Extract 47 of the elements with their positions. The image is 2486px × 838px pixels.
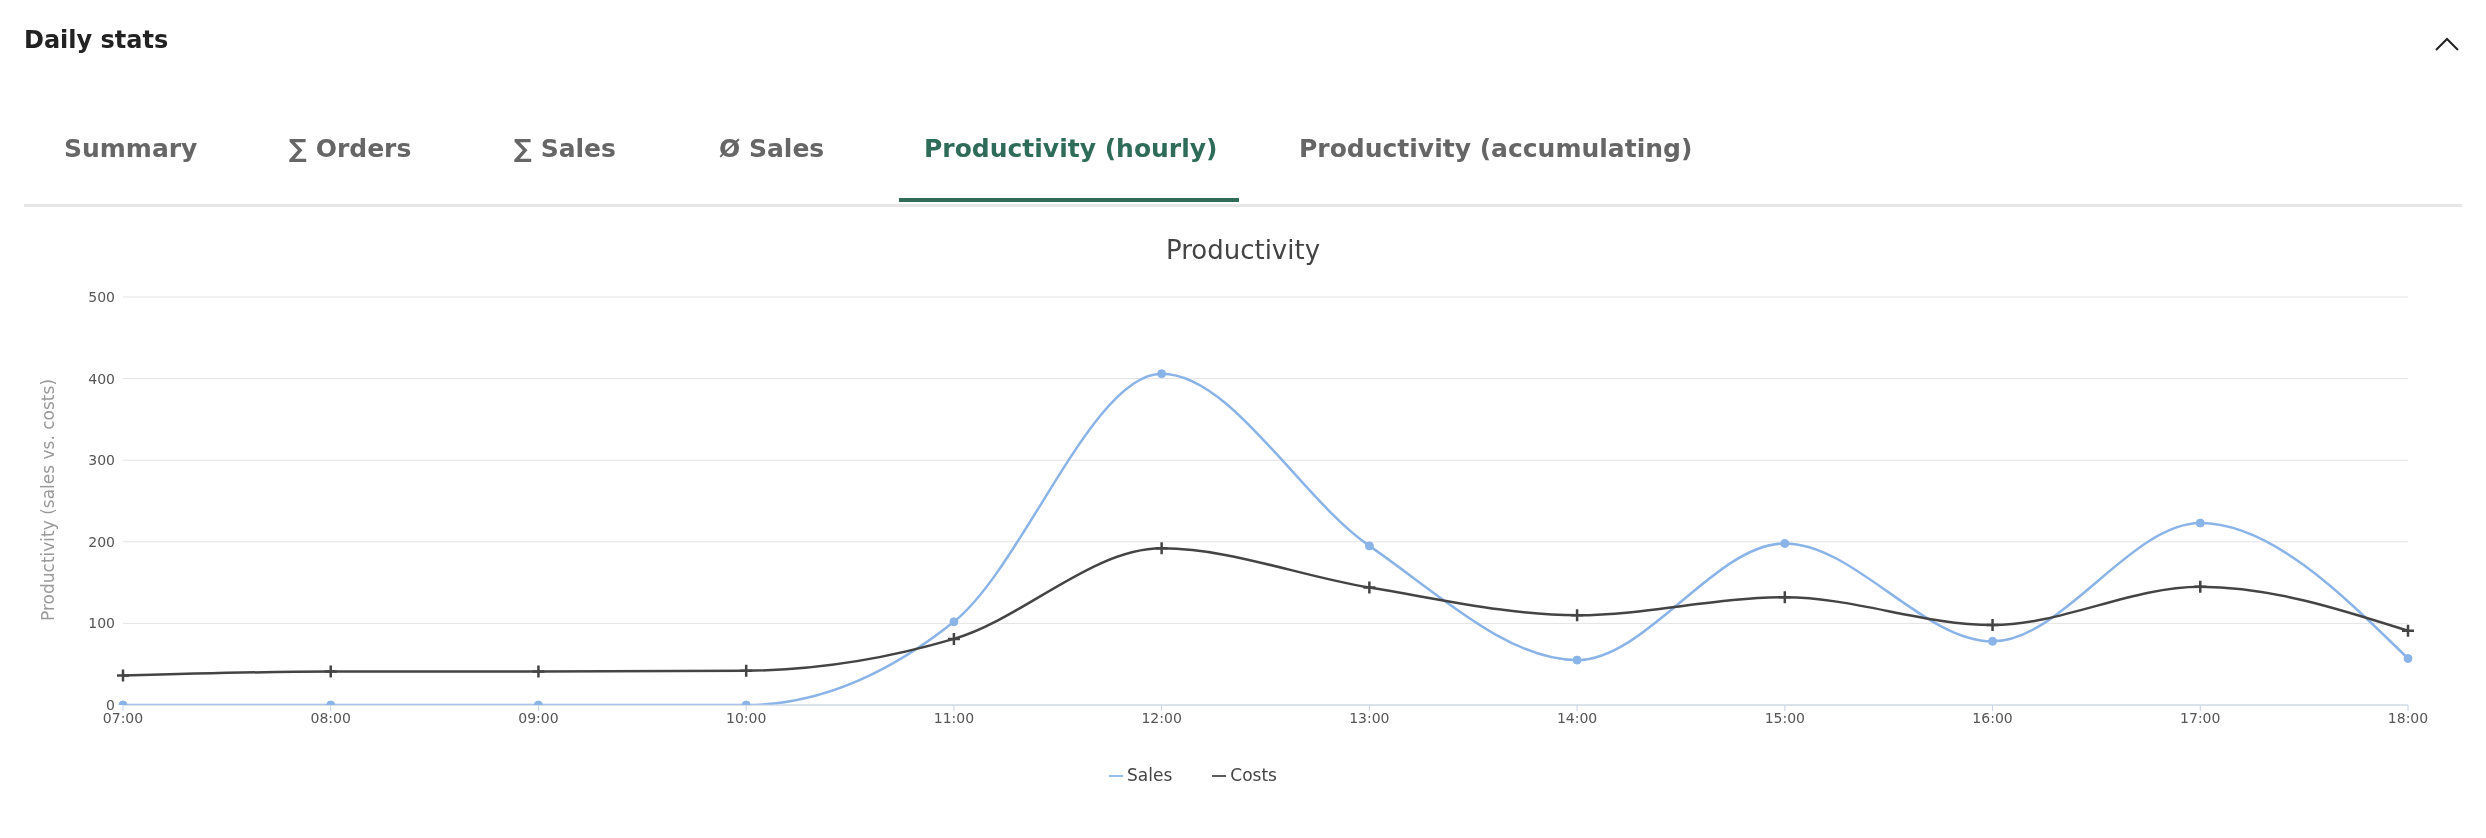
point	[1985, 617, 2000, 633]
x-tick-label: 14:00	[1556, 709, 1598, 726]
legend-label: Sales	[1127, 765, 1173, 785]
point	[323, 664, 338, 679]
point	[1777, 590, 1793, 605]
x-tick-label: 17:00	[2180, 709, 2221, 726]
x-tick-label: 08:00	[310, 709, 351, 726]
x-tick-label: 13:00	[1349, 709, 1390, 726]
point	[1364, 541, 1374, 551]
text: Daily stats	[24, 26, 169, 54]
point	[531, 664, 546, 679]
point	[738, 663, 754, 678]
x-tick-label: 11:00	[933, 709, 975, 726]
point	[949, 617, 959, 627]
chart-title: Productivity	[1164, 235, 1322, 267]
text: Productivity (hourly)	[924, 134, 1218, 163]
text: Ø Sales	[719, 134, 825, 163]
point	[2195, 518, 2205, 528]
x-tick-label: 18:00	[2387, 709, 2429, 726]
point	[115, 668, 131, 683]
legend-label: Costs	[1230, 765, 1277, 785]
y-tick-label: 200	[88, 533, 115, 550]
point	[2403, 653, 2413, 663]
y-tick-label: 500	[88, 288, 115, 305]
point	[2400, 623, 2416, 638]
y-tick-label: 400	[88, 370, 115, 387]
point	[1362, 580, 1377, 595]
text: Productivity (accumulating)	[1299, 134, 1693, 163]
x-tick-label: 15:00	[1764, 709, 1805, 726]
x-tick-label: 12:00	[1141, 709, 1182, 726]
y-tick-label: 100	[88, 615, 115, 632]
point	[1154, 541, 1169, 556]
text: Summary	[64, 134, 198, 163]
x-tick-label: 16:00	[1972, 709, 2013, 726]
text: ∑ Orders	[289, 134, 412, 163]
x-tick-label: 10:00	[726, 709, 767, 726]
x-tick-label: 09:00	[518, 709, 559, 726]
point	[1572, 655, 1582, 665]
point	[1157, 369, 1167, 379]
point	[2193, 579, 2208, 594]
point	[946, 631, 962, 647]
text: ∑ Sales	[514, 134, 616, 163]
y-tick-label: 300	[88, 452, 115, 469]
point	[1569, 607, 1585, 623]
y-axis-title: Productivity (sales vs. costs)	[38, 378, 59, 621]
point	[1780, 538, 1790, 548]
point	[1988, 636, 1998, 646]
